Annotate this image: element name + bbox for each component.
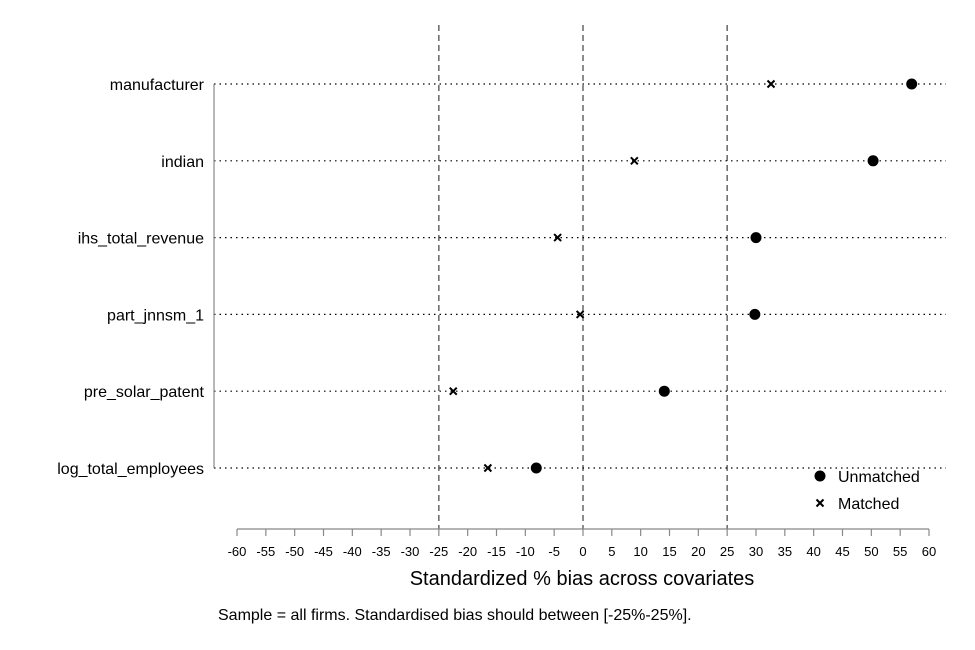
x-tick-label: -10 [516, 544, 535, 559]
x-tick-label: -5 [548, 544, 560, 559]
x-tick-label: 15 [662, 544, 676, 559]
x-axis: -60 -55 -50 -45 -40 -35 -30 -25 -20 -15 -10 -5 0 5 10 1… [228, 528, 936, 559]
x-tick-label: -15 [487, 544, 506, 559]
x-tick-label: 45 [835, 544, 849, 559]
matched-point [449, 386, 458, 396]
reference-lines [438, 25, 728, 529]
x-tick-label: -50 [285, 544, 304, 559]
legend: Unmatched Matched [814, 469, 920, 513]
category-gridlines [214, 83, 946, 469]
x-tick-label: 35 [778, 544, 792, 559]
x-tick-label: 55 [893, 544, 907, 559]
category-label: log_total_employees [57, 461, 204, 478]
matched-point [630, 156, 639, 166]
unmatched-point [530, 462, 542, 474]
x-tick-label: -30 [401, 544, 420, 559]
category-label: manufacturer [110, 77, 205, 94]
x-tick-label: 40 [806, 544, 820, 559]
x-tick-label: 5 [608, 544, 615, 559]
category-label: ihs_total_revenue [78, 231, 204, 248]
x-tick-label: 30 [749, 544, 763, 559]
x-tick-label: 0 [579, 544, 586, 559]
unmatched-point [750, 232, 762, 244]
x-tick-label: 50 [864, 544, 878, 559]
category-label: indian [161, 154, 204, 171]
x-tick-label: -20 [458, 544, 477, 559]
x-tick-label: -35 [372, 544, 391, 559]
legend-matched-label: Matched [838, 496, 899, 513]
legend-matched-marker [815, 498, 825, 508]
matched-point [483, 463, 493, 473]
matched-point [575, 310, 585, 319]
matched-point [766, 79, 776, 89]
x-axis-title: Standardized % bias across covariates [410, 568, 755, 590]
chart-note: Sample = all firms. Standardised bias sh… [218, 607, 692, 624]
x-tick-label: 60 [922, 544, 936, 559]
x-tick-label: -60 [228, 544, 247, 559]
legend-unmatched-marker [814, 470, 826, 482]
unmatched-point [906, 78, 918, 90]
x-tick-label: -55 [256, 544, 275, 559]
unmatched-point [749, 308, 761, 320]
category-label: pre_solar_patent [84, 384, 205, 401]
matched-point [553, 233, 562, 242]
unmatched-point [658, 385, 670, 397]
data-markers [449, 78, 918, 474]
unmatched-point [867, 155, 879, 167]
legend-unmatched-label: Unmatched [838, 469, 920, 486]
x-tick-label: 10 [633, 544, 647, 559]
x-tick-label: 20 [691, 544, 705, 559]
category-label: part_jnnsm_1 [107, 307, 204, 324]
x-tick-label: -40 [343, 544, 362, 559]
x-tick-label: 25 [720, 544, 734, 559]
x-tick-label: -45 [314, 544, 333, 559]
x-tick-label: -25 [429, 544, 448, 559]
y-axis: manufacturer indian ihs_total_revenue part_… [57, 77, 215, 478]
